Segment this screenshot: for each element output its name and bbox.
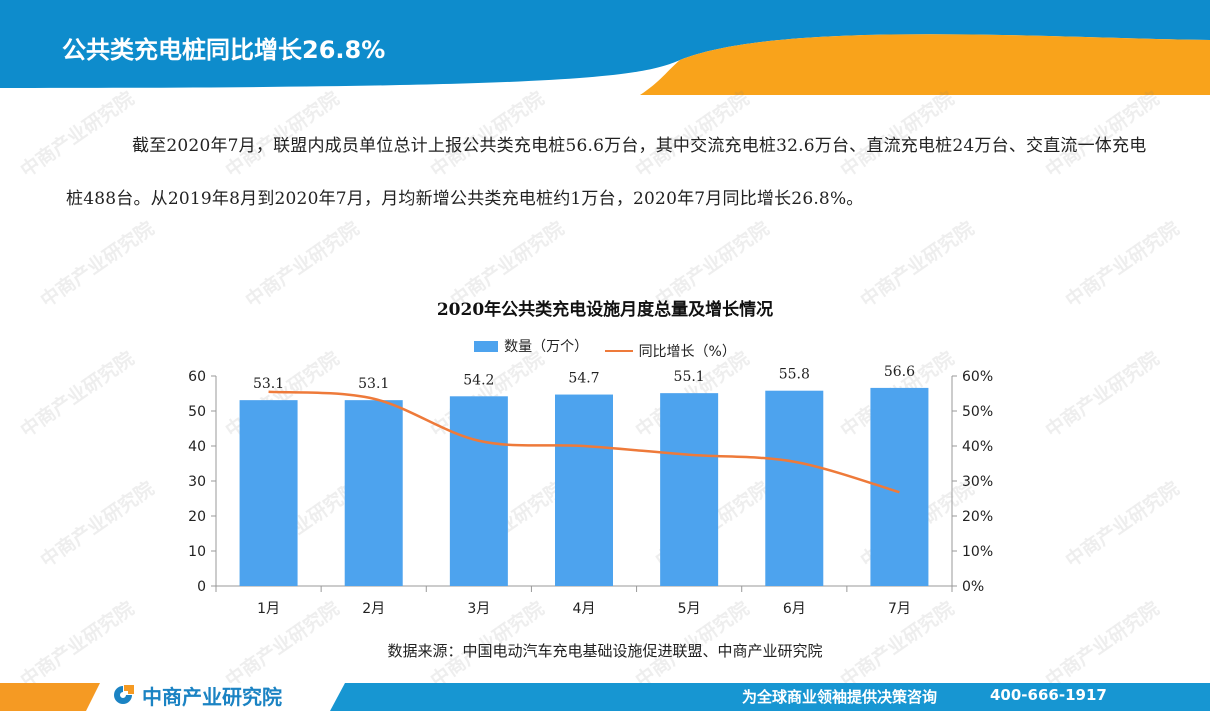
- summary-paragraph: 截至2020年7月，联盟内成员单位总计上报公共类充电桩56.6万台，其中交流充电…: [66, 136, 1147, 209]
- y-right-tick-label: 40%: [962, 439, 993, 455]
- brand-logo: 中商产业研究院: [110, 683, 282, 709]
- data-label: 56.6: [884, 364, 915, 380]
- data-label: 53.1: [253, 376, 284, 392]
- data-source: 数据来源：中国电动汽车充电基础设施促进联盟、中商产业研究院: [387, 642, 823, 660]
- data-label: 55.1: [674, 369, 705, 385]
- data-label: 54.7: [568, 371, 599, 387]
- legend-label-line: 同比增长（%）: [638, 343, 736, 360]
- legend-item-bar: 数量（万个）: [474, 336, 588, 356]
- y-right-tick-label: 10%: [962, 544, 993, 560]
- data-label: 54.2: [463, 372, 494, 388]
- bar: [660, 393, 719, 586]
- x-tick-label: 3月: [467, 601, 490, 617]
- x-tick-label: 7月: [888, 601, 911, 617]
- header-banner: 公共类充电桩同比增长26.8%: [0, 0, 1210, 95]
- chart-title: 2020年公共类充电设施月度总量及增长情况: [436, 300, 774, 320]
- y-left-tick-label: 50: [188, 404, 206, 420]
- x-tick-label: 4月: [573, 601, 596, 617]
- y-left-tick-label: 0: [197, 579, 206, 595]
- bar: [344, 400, 403, 586]
- y-left-tick-label: 10: [188, 544, 206, 560]
- legend-bar-swatch: [474, 340, 499, 352]
- footer-slogan: 为全球商业领袖提供决策咨询: [742, 688, 938, 706]
- bar: [449, 396, 508, 586]
- y-left-tick-label: 20: [188, 509, 206, 525]
- legend-line-swatch: [604, 349, 633, 352]
- x-tick-label: 6月: [783, 601, 806, 617]
- data-label: 53.1: [358, 376, 389, 392]
- brand-name: 中商产业研究院: [142, 684, 282, 709]
- brand-icon: [114, 685, 134, 704]
- bar: [765, 390, 824, 586]
- y-right-tick-label: 30%: [962, 474, 993, 490]
- chart-legend: 数量（万个） 同比增长（%）: [0, 336, 1210, 361]
- y-right-tick-label: 50%: [962, 404, 993, 420]
- y-left-tick-label: 40: [188, 439, 206, 455]
- y-left-tick-label: 30: [188, 474, 206, 490]
- data-label: 55.8: [779, 367, 810, 383]
- y-right-tick-label: 60%: [962, 369, 993, 385]
- footer-bar: [0, 683, 1210, 711]
- y-right-tick-label: 0%: [962, 579, 984, 595]
- x-tick-label: 5月: [678, 601, 701, 617]
- legend-label-bar: 数量（万个）: [504, 339, 589, 355]
- x-tick-label: 2月: [362, 601, 385, 617]
- footer-background: [0, 683, 1210, 711]
- y-right-tick-label: 20%: [962, 509, 993, 525]
- y-left-tick-label: 60: [188, 369, 206, 385]
- header-background: [0, 0, 1210, 95]
- page-title: 公共类充电桩同比增长26.8%: [62, 36, 386, 64]
- legend-item-line: 同比增长（%）: [604, 341, 736, 361]
- footer-phone: 400-666-1917: [990, 686, 1107, 704]
- bar: [239, 400, 298, 586]
- growth-line: [268, 390, 900, 494]
- bar: [555, 394, 613, 586]
- x-tick-label: 1月: [257, 601, 280, 617]
